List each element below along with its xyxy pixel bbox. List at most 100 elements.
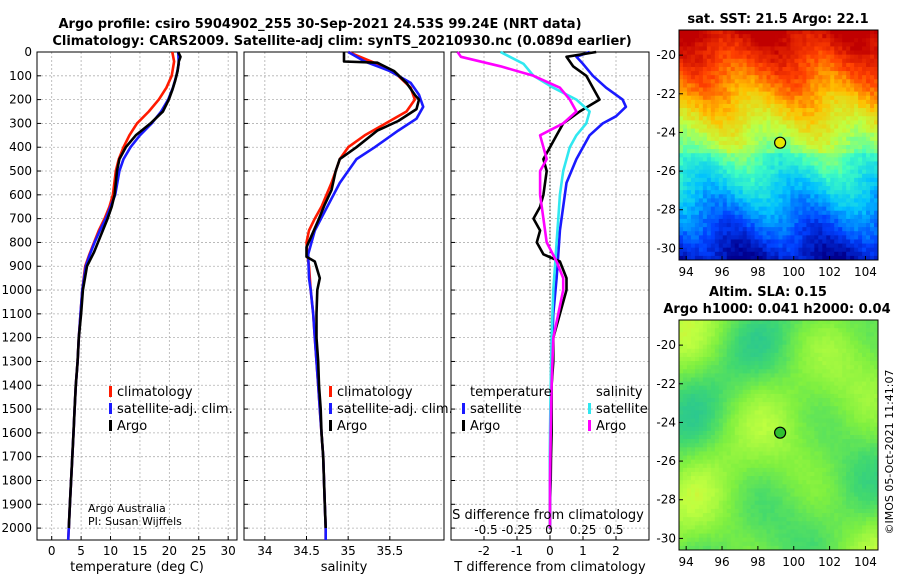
heatmap-cell bbox=[690, 42, 696, 47]
heatmap-cell bbox=[818, 348, 823, 354]
heatmap-cell bbox=[679, 435, 684, 440]
heatmap-cell bbox=[702, 435, 708, 440]
heatmap-cell bbox=[690, 476, 696, 481]
heatmap-cell bbox=[726, 410, 732, 415]
heatmap-cell bbox=[822, 377, 827, 383]
heatmap-cell bbox=[758, 206, 764, 212]
heatmap-cell bbox=[679, 426, 684, 432]
heatmap-cell bbox=[806, 198, 811, 203]
heatmap-cell bbox=[818, 161, 823, 167]
heatmap-cell bbox=[838, 46, 843, 52]
heatmap-cell bbox=[838, 186, 843, 191]
heatmap-cell bbox=[802, 463, 807, 469]
heatmap-cell bbox=[722, 112, 728, 117]
heatmap-cell bbox=[874, 30, 879, 35]
heatmap-cell bbox=[762, 132, 768, 138]
heatmap-cell bbox=[762, 153, 768, 158]
heatmap-cell bbox=[782, 410, 787, 415]
heatmap-cell bbox=[834, 112, 839, 117]
heatmap-cell bbox=[854, 439, 859, 444]
heatmap-cell bbox=[722, 443, 728, 448]
heatmap-cell bbox=[730, 54, 736, 60]
heatmap-cell bbox=[798, 202, 803, 208]
heatmap-cell bbox=[679, 50, 684, 56]
heatmap-cell bbox=[870, 332, 875, 337]
heatmap-cell bbox=[790, 149, 795, 154]
heatmap-cell bbox=[870, 145, 875, 150]
heatmap-cell bbox=[862, 132, 867, 138]
heatmap-cell bbox=[734, 153, 740, 158]
heatmap-cell bbox=[846, 116, 851, 121]
heatmap-cell bbox=[830, 348, 835, 354]
heatmap-cell bbox=[766, 50, 772, 56]
heatmap-cell bbox=[834, 389, 839, 395]
heatmap-cell bbox=[778, 54, 783, 60]
heatmap-cell bbox=[770, 223, 776, 228]
heatmap-cell bbox=[846, 231, 851, 236]
heatmap-cell bbox=[842, 173, 847, 179]
heatmap-cell bbox=[702, 324, 708, 329]
heatmap-cell bbox=[750, 153, 756, 158]
heatmap-cell bbox=[834, 459, 839, 465]
heatmap-cell bbox=[770, 157, 776, 162]
heatmap-cell bbox=[679, 210, 684, 216]
heatmap-cell bbox=[734, 214, 740, 220]
heatmap-cell bbox=[846, 190, 851, 195]
heatmap-cell bbox=[818, 377, 823, 383]
heatmap-cell bbox=[690, 247, 696, 253]
heatmap-cell bbox=[842, 120, 847, 125]
heatmap-cell bbox=[750, 344, 756, 350]
heatmap-cell bbox=[750, 369, 756, 374]
heatmap-cell bbox=[722, 471, 728, 477]
heatmap-cell bbox=[854, 459, 859, 465]
heatmap-cell bbox=[854, 332, 859, 337]
heatmap-cell bbox=[862, 235, 867, 240]
heatmap-cell bbox=[782, 239, 787, 245]
heatmap-cell bbox=[802, 381, 807, 387]
heatmap-cell bbox=[774, 393, 779, 399]
heatmap-cell bbox=[694, 75, 700, 80]
heatmap-cell bbox=[718, 377, 724, 383]
heatmap-cell bbox=[766, 255, 772, 261]
heatmap-cell bbox=[758, 231, 764, 236]
heatmap-cell bbox=[682, 451, 688, 457]
heatmap-cell bbox=[762, 227, 768, 232]
heatmap-cell bbox=[722, 157, 728, 162]
heatmap-cell bbox=[754, 227, 760, 232]
heatmap-cell bbox=[818, 402, 823, 407]
heatmap-cell bbox=[814, 348, 819, 354]
heatmap-cell bbox=[874, 352, 879, 358]
heatmap-cell bbox=[778, 161, 783, 167]
heatmap-cell bbox=[710, 344, 716, 350]
heatmap-cell bbox=[758, 361, 764, 366]
heatmap-cell bbox=[762, 406, 768, 411]
heatmap-cell bbox=[830, 38, 835, 43]
heatmap-cell bbox=[726, 393, 732, 399]
heatmap-cell bbox=[826, 87, 831, 93]
heatmap-cell bbox=[810, 210, 815, 216]
heatmap-cell bbox=[870, 116, 875, 121]
heatmap-cell bbox=[686, 418, 692, 424]
heatmap-cell bbox=[854, 381, 859, 387]
credit-line-1: Argo Australia bbox=[88, 502, 166, 515]
heatmap-cell bbox=[778, 393, 783, 399]
heatmap-cell bbox=[818, 398, 823, 403]
heatmap-cell bbox=[874, 132, 879, 138]
x-tick-label: 0 bbox=[546, 544, 554, 558]
heatmap-cell bbox=[794, 426, 799, 432]
heatmap-cell bbox=[814, 406, 819, 411]
heatmap-cell bbox=[682, 393, 688, 399]
heatmap-cell bbox=[698, 177, 704, 183]
heatmap-cell bbox=[786, 145, 791, 150]
heatmap-cell bbox=[802, 124, 807, 130]
heatmap-cell bbox=[874, 116, 879, 121]
heatmap-cell bbox=[854, 231, 859, 236]
heatmap-cell bbox=[858, 418, 863, 424]
heatmap-cell bbox=[682, 38, 688, 43]
heatmap-cell bbox=[866, 120, 871, 125]
heatmap-cell bbox=[742, 369, 748, 374]
heatmap-cell bbox=[698, 320, 704, 325]
heatmap-cell bbox=[862, 332, 867, 337]
x-tick-label: 34.5 bbox=[293, 544, 320, 558]
heatmap-cell bbox=[722, 169, 728, 175]
